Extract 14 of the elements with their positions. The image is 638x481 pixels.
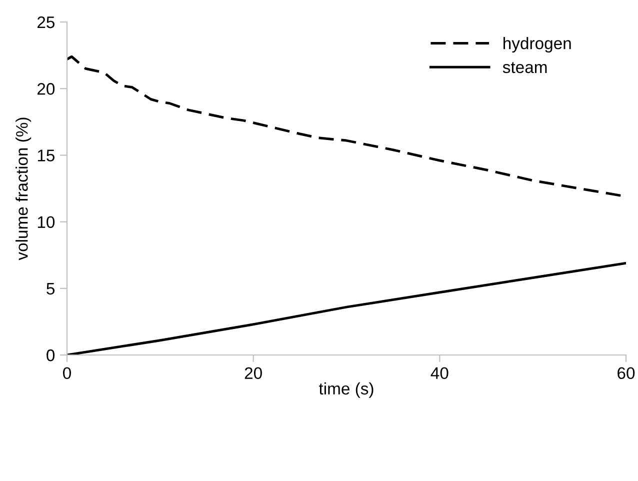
x-tick-label: 20 [244,367,262,380]
x-tick-label: 60 [618,367,635,380]
x-tick-label: 0 [63,367,71,380]
legend-label: steam [502,62,547,74]
x-axis-title: time (s) [318,382,374,398]
y-tick-label: 10 [38,216,55,228]
y-tick-label: 15 [38,150,54,162]
y-tick-label: 25 [37,16,54,28]
y-axis-title: volume fraction (%) [16,118,32,260]
x-tick-label: 40 [430,367,448,380]
legend-label: hydrogen [504,37,571,53]
y-tick-label: 20 [37,83,55,95]
y-tick-label: 0 [46,349,55,362]
y-tick-label: 5 [46,282,54,295]
